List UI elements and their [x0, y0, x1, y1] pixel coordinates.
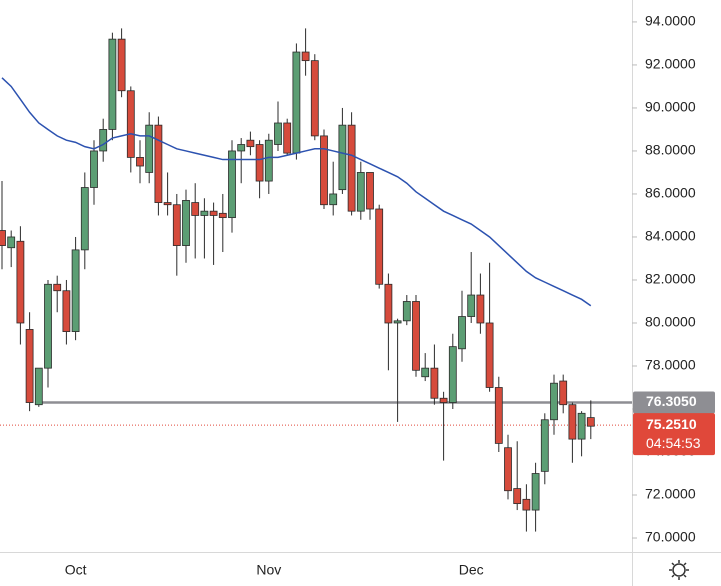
candle-body	[310, 60, 319, 137]
y-tick-label: 72.0000	[645, 486, 696, 502]
candle-body	[264, 139, 273, 182]
candle-body	[255, 144, 264, 182]
candle-body	[402, 301, 411, 322]
candle-body	[237, 144, 246, 152]
candle-body	[90, 150, 98, 188]
candle-body	[540, 419, 549, 472]
y-tick-label: 78.0000	[645, 357, 696, 373]
candle-body	[338, 124, 347, 191]
candle-body	[320, 135, 328, 206]
candle-body	[283, 122, 292, 154]
candle-body	[0, 230, 6, 246]
candle-body	[16, 240, 25, 324]
candle-body	[375, 208, 384, 285]
candle-body	[347, 124, 356, 212]
candle-body	[384, 283, 393, 324]
candle-body	[62, 290, 71, 332]
level-tag-label: 76.3050	[646, 393, 697, 409]
candle-body	[531, 473, 540, 511]
level-tag	[633, 391, 715, 414]
settings-icon[interactable]	[669, 560, 689, 580]
candle-body	[476, 294, 485, 324]
candle-body	[99, 129, 108, 152]
x-tick-label: Oct	[65, 562, 87, 578]
candle-body	[145, 124, 154, 173]
plot-area	[0, 28, 632, 532]
y-tick-label: 94.0000	[645, 13, 696, 29]
x-tick-label: Dec	[459, 562, 484, 578]
last-price-tag	[633, 413, 715, 456]
moving-average	[1, 77, 592, 307]
candle-body	[412, 301, 420, 371]
candle-body	[163, 202, 172, 206]
candle-body	[154, 124, 163, 203]
candle-body	[559, 380, 568, 406]
candle-body	[7, 236, 16, 249]
candle-body	[274, 122, 282, 145]
candle-body	[25, 329, 34, 403]
candle-body	[301, 51, 310, 62]
candle-body	[577, 412, 586, 440]
y-tick-label: 90.0000	[645, 99, 696, 115]
candle-body	[356, 172, 365, 212]
candle-body	[513, 488, 522, 505]
candle-body	[550, 382, 558, 421]
candle-body	[586, 417, 595, 427]
candle-body	[136, 157, 144, 167]
candle-body	[172, 204, 181, 246]
y-tick-label: 88.0000	[645, 142, 696, 158]
countdown-label: 04:54:53	[646, 435, 701, 451]
candle-body	[246, 139, 255, 148]
candle-body	[228, 150, 236, 219]
candle-body	[366, 172, 374, 210]
candle-body	[117, 38, 126, 92]
candle-body	[191, 202, 200, 216]
x-tick-label: Nov	[256, 562, 281, 578]
candle-body	[568, 404, 577, 440]
y-tick-label: 82.0000	[645, 271, 696, 287]
candle-body	[421, 367, 430, 378]
candle-body	[448, 346, 457, 403]
candle-body	[182, 200, 190, 246]
y-tick-label: 84.0000	[645, 228, 696, 244]
candle-body	[458, 316, 466, 350]
candle-body	[292, 51, 301, 154]
candle-body	[485, 322, 494, 388]
y-tick-label: 92.0000	[645, 56, 696, 72]
candle-body	[522, 498, 531, 511]
candle-body	[329, 193, 338, 206]
candle-body	[209, 210, 218, 216]
candle-body	[34, 367, 43, 406]
candle-body	[439, 397, 448, 403]
candle-body	[494, 387, 503, 444]
candle-body	[218, 212, 227, 219]
candle-body	[108, 38, 117, 130]
candle-body	[44, 283, 52, 369]
candle-body	[430, 367, 439, 399]
candle-body	[393, 320, 402, 324]
y-tick-label: 80.0000	[645, 314, 696, 330]
candle-body	[467, 294, 476, 317]
candle-body	[53, 283, 62, 292]
candle-body	[200, 210, 209, 216]
candle-body	[504, 447, 512, 492]
candle-body	[71, 249, 80, 332]
y-tick-label: 70.0000	[645, 529, 696, 545]
y-tick-label: 86.0000	[645, 185, 696, 201]
candle-body	[80, 187, 89, 251]
last-price-label: 75.2510	[646, 416, 697, 432]
candle-body	[126, 90, 135, 158]
